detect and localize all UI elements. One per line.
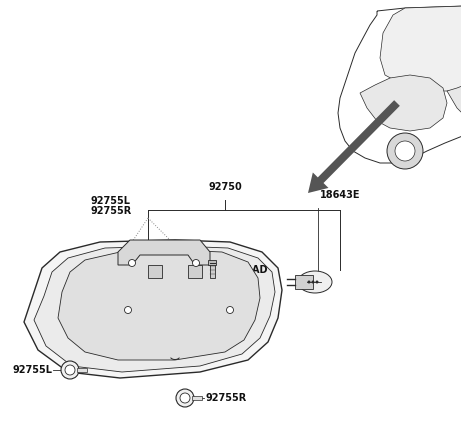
Circle shape: [124, 306, 131, 314]
Polygon shape: [447, 78, 461, 128]
Bar: [208, 260, 216, 265]
FancyArrow shape: [308, 100, 400, 193]
Circle shape: [129, 259, 136, 266]
Circle shape: [65, 365, 75, 375]
Text: 92750: 92750: [208, 182, 242, 192]
Polygon shape: [24, 240, 282, 378]
Circle shape: [315, 280, 319, 283]
Circle shape: [226, 306, 234, 314]
Polygon shape: [380, 6, 461, 91]
Bar: [209, 264, 214, 278]
Circle shape: [312, 280, 314, 283]
Text: 92755R: 92755R: [205, 393, 246, 403]
Bar: [77, 368, 87, 372]
Text: 92755L: 92755L: [90, 196, 130, 206]
Circle shape: [387, 133, 423, 169]
Polygon shape: [360, 75, 447, 131]
Polygon shape: [58, 250, 260, 360]
Polygon shape: [118, 240, 210, 265]
Polygon shape: [34, 246, 275, 372]
Circle shape: [193, 259, 200, 266]
Polygon shape: [188, 265, 202, 278]
Circle shape: [395, 141, 415, 161]
Text: 18643E: 18643E: [320, 190, 361, 200]
Circle shape: [176, 389, 194, 407]
Circle shape: [61, 361, 79, 379]
Bar: [192, 396, 202, 400]
Circle shape: [180, 393, 190, 403]
Text: 92755R: 92755R: [90, 206, 131, 216]
Bar: [295, 275, 313, 289]
Ellipse shape: [298, 271, 332, 293]
Circle shape: [307, 280, 311, 283]
Text: 1125AD: 1125AD: [226, 265, 268, 275]
Text: 92755L: 92755L: [12, 365, 52, 375]
Polygon shape: [148, 265, 162, 278]
